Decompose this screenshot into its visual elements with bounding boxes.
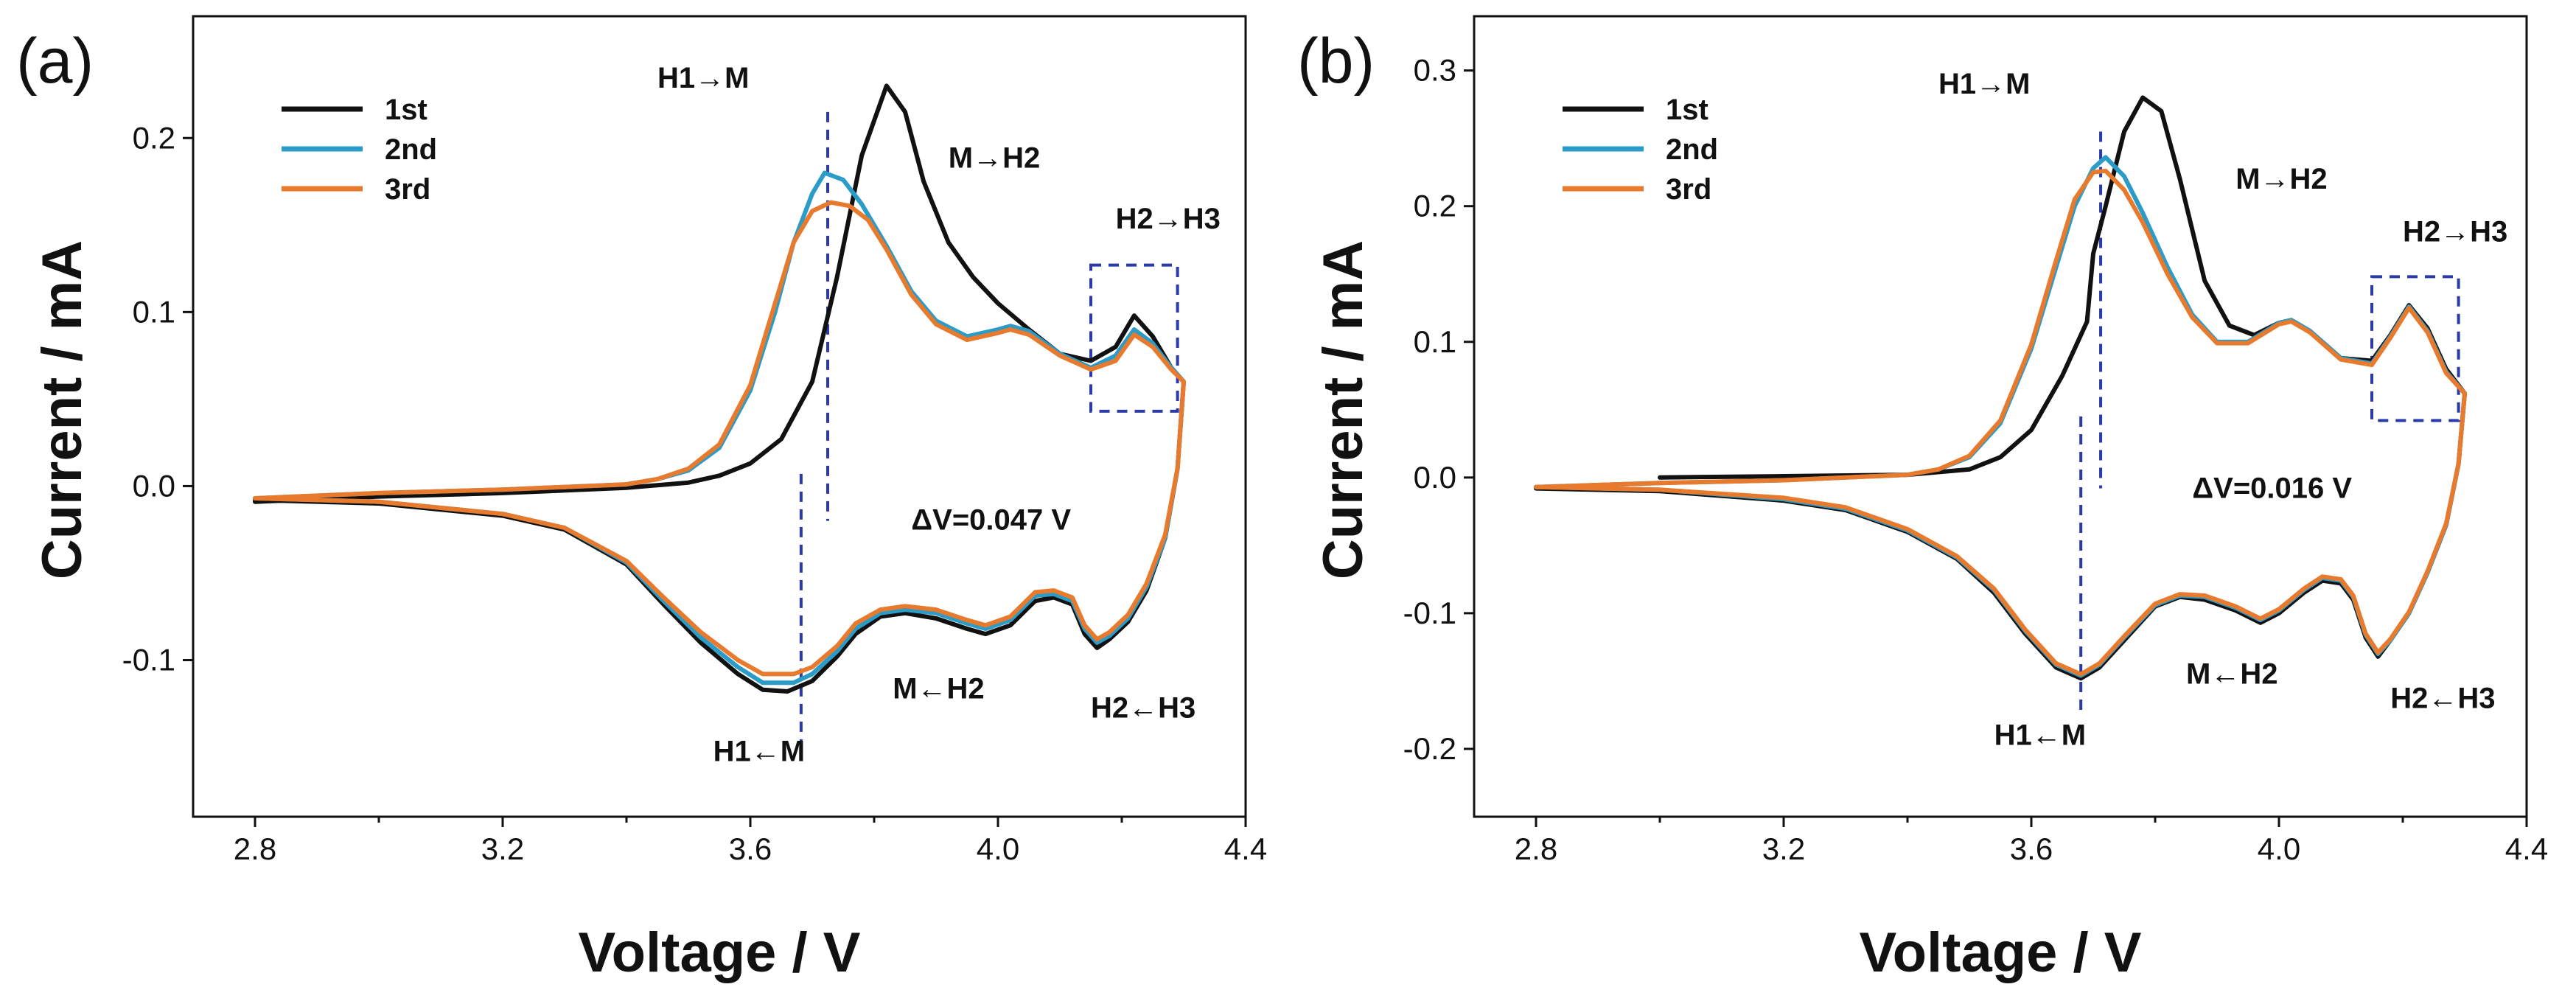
peak-annotation: H2→H3	[2403, 216, 2507, 248]
x-tick-label: 4.0	[977, 831, 1019, 866]
peak-annotation: ΔV=0.047 V	[911, 503, 1071, 536]
series-line-2nd-charge	[1534, 155, 2467, 489]
peak-annotation: ΔV=0.016 V	[2192, 472, 2352, 504]
peak-annotation: H1→M	[657, 62, 749, 94]
peak-annotation: H2→H3	[1116, 203, 1221, 235]
panel-label-b: (b)	[1297, 26, 1375, 97]
peak-annotation: H2←H3	[2390, 683, 2495, 715]
highlight-box	[1089, 263, 1179, 413]
panel-b: (b) 2.8 3.2 3.6 4.0 4.4 -0.2 -0.1 0.0 0.1 0.2 0.3 H…	[1297, 15, 2548, 984]
panel-a: (a) 2.8 3.2 3.6 4.0 4.4 -0.1 0.0 0.1 0.2 H1→M M→H2…	[16, 15, 1267, 984]
series-line-1st-discharge	[1534, 391, 2467, 681]
y-tick-label: -0.2	[1403, 731, 1456, 766]
peak-annotation: H2←H3	[1091, 691, 1195, 724]
series-line-1st-charge	[253, 83, 1186, 504]
y-tick-label: 0.2	[133, 120, 175, 155]
y-axis-title-b: Current / mA	[1312, 240, 1375, 579]
y-tick-label: 0.2	[1414, 189, 1456, 223]
x-tick-label: 3.6	[729, 831, 772, 866]
x-tick-label: 3.2	[481, 831, 524, 866]
series-line-1st-discharge	[253, 379, 1186, 694]
y-axis-title-a: Current / mA	[31, 240, 94, 579]
series-line-2nd-discharge	[253, 379, 1186, 686]
series-line-3rd-charge	[1534, 168, 2467, 489]
x-tick-label: 4.0	[2258, 831, 2300, 866]
y-tick-label: 0.1	[133, 294, 175, 329]
y-tick-label: 0.0	[133, 468, 175, 503]
peak-annotation: M→H2	[2235, 163, 2327, 195]
series-line-2nd-charge	[253, 170, 1186, 501]
series-line-3rd-discharge	[253, 379, 1186, 677]
legend-label: 3rd	[385, 173, 430, 206]
series-line-3rd-discharge	[1534, 391, 2467, 677]
x-axis-title-a: Voltage / V	[579, 921, 861, 984]
peak-annotation: M→H2	[949, 142, 1040, 174]
axes-frame	[192, 15, 1247, 818]
x-tick-label: 4.4	[1224, 831, 1267, 866]
y-tick-label: 0.3	[1414, 53, 1456, 88]
highlight-box	[2370, 275, 2460, 422]
series-line-3rd-charge	[253, 200, 1186, 501]
panel-label-a: (a)	[16, 26, 94, 97]
y-tick-label: -0.1	[1403, 596, 1456, 630]
peak-annotation: H1→M	[1938, 68, 2030, 100]
legend-label: 2nd	[1666, 133, 1718, 166]
x-tick-label: 3.2	[1762, 831, 1805, 866]
plot-area-a: 2.8 3.2 3.6 4.0 4.4 -0.1 0.0 0.1 0.2 H1→M M→H2 H2→H…	[122, 15, 1267, 866]
plot-area-b: 2.8 3.2 3.6 4.0 4.4 -0.2 -0.1 0.0 0.1 0.2 0.3 H1→M M…	[1403, 15, 2548, 866]
x-tick-label: 4.4	[2505, 831, 2548, 866]
x-tick-label: 3.6	[2010, 831, 2053, 866]
y-tick-label: 0.1	[1414, 324, 1456, 359]
legend-label: 1st	[385, 94, 427, 126]
x-tick-label: 2.8	[1515, 831, 1557, 866]
y-tick-label: -0.1	[122, 643, 175, 677]
series-line-1st-charge	[1658, 95, 2467, 480]
legend-label: 1st	[1666, 94, 1708, 126]
x-axis-title-b: Voltage / V	[1860, 921, 2142, 984]
series-line-2nd-discharge	[1534, 391, 2467, 678]
peak-annotation: M←H2	[893, 672, 984, 705]
peak-annotation: H1←M	[713, 735, 805, 767]
peak-annotation: H1←M	[1994, 719, 2086, 751]
axes-frame	[1473, 15, 2528, 818]
y-tick-label: 0.0	[1414, 460, 1456, 495]
peak-annotation: M←H2	[2186, 658, 2277, 691]
x-tick-label: 2.8	[234, 831, 276, 866]
legend-label: 2nd	[385, 133, 437, 166]
legend-label: 3rd	[1666, 173, 1711, 206]
